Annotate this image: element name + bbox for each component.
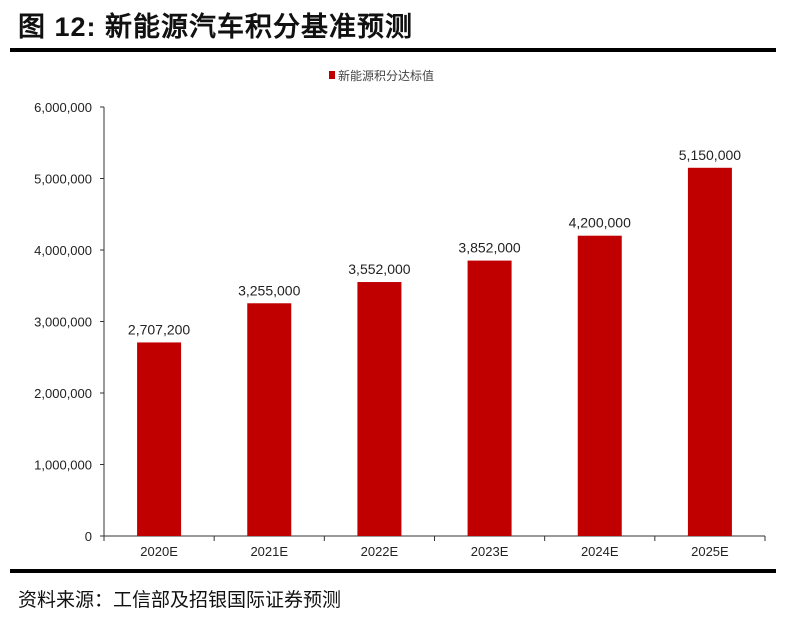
x-tick-label: 2022E xyxy=(361,544,399,559)
legend-swatch xyxy=(329,71,335,79)
x-tick-label: 2024E xyxy=(581,544,619,559)
data-label: 4,200,000 xyxy=(569,215,631,231)
y-tick-label: 2,000,000 xyxy=(34,386,92,401)
bar-2025E xyxy=(687,167,732,536)
source-note: 资料来源：工信部及招银国际证券预测 xyxy=(18,589,342,611)
x-tick-label: 2021E xyxy=(250,544,288,559)
bar-2022E xyxy=(357,282,402,536)
y-tick-label: 0 xyxy=(85,529,92,544)
data-label: 3,852,000 xyxy=(458,240,520,256)
y-tick-label: 5,000,000 xyxy=(34,172,92,187)
data-label: 2,707,200 xyxy=(128,321,190,337)
bottom-rule xyxy=(10,569,776,573)
data-label: 3,255,000 xyxy=(238,282,300,298)
data-label: 5,150,000 xyxy=(679,147,741,163)
data-label: 3,552,000 xyxy=(348,261,410,277)
y-tick-label: 3,000,000 xyxy=(34,315,92,330)
y-tick-label: 1,000,000 xyxy=(34,458,92,473)
x-tick-label: 2023E xyxy=(471,544,509,559)
x-tick-label: 2025E xyxy=(691,544,729,559)
legend-label: 新能源积分达标值 xyxy=(338,68,434,83)
top-rule xyxy=(10,48,776,52)
bar-2024E xyxy=(577,235,622,536)
y-tick-label: 6,000,000 xyxy=(34,100,92,115)
x-tick-label: 2020E xyxy=(140,544,178,559)
y-tick-label: 4,000,000 xyxy=(34,243,92,258)
bar-2020E xyxy=(137,342,182,536)
bar-2021E xyxy=(247,303,292,536)
bar-2023E xyxy=(467,260,512,536)
figure-title: 图 12: 新能源汽车积分基准预测 xyxy=(18,12,414,42)
legend: 新能源积分达标值 xyxy=(329,68,434,83)
